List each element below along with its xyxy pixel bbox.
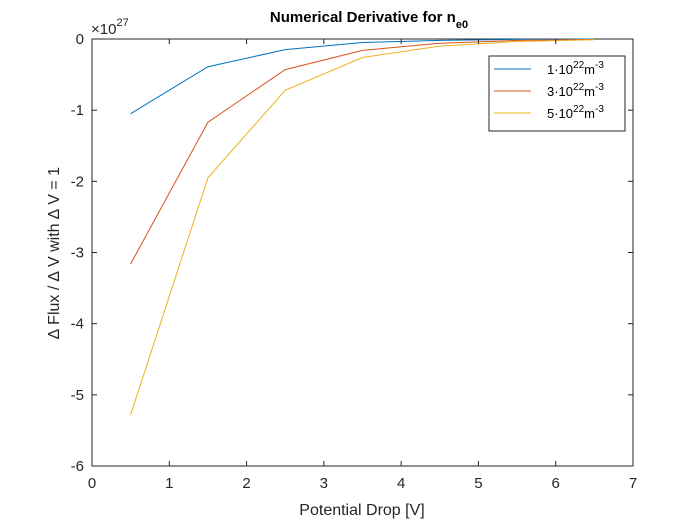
y-tick-label: -3	[71, 245, 84, 262]
x-tick-label: 3	[320, 475, 328, 492]
series-line-3	[130, 39, 595, 415]
x-tick-label: 1	[165, 475, 173, 492]
y-tick-label: -2	[71, 173, 84, 190]
y-tick-label: -1	[71, 102, 84, 119]
series-line-1	[130, 38, 595, 115]
y-axis-label: ∆ Flux / ∆ V with ∆ V = 1	[46, 167, 63, 339]
series-line-2	[130, 38, 595, 265]
x-tick-label: 4	[397, 475, 405, 492]
y-exponent-label: ×1027	[91, 17, 129, 38]
x-tick-label: 6	[552, 475, 560, 492]
chart-title: Numerical Derivative for ne0	[270, 9, 468, 31]
x-tick-label: 0	[88, 475, 96, 492]
legend-label-1: 1·1022m-3	[547, 60, 604, 77]
ticks-layer: 0 1 2 3 4 5 6 7 0 -1 -2 -3 -4 -5 -6	[71, 31, 638, 492]
y-tick-label: -5	[71, 387, 84, 404]
legend-label-3: 5·1022m-3	[547, 104, 604, 121]
x-tick-label: 7	[629, 475, 637, 492]
x-tick-label: 2	[242, 475, 250, 492]
series-layer	[130, 38, 595, 415]
legend: 1·1022m-3 3·1022m-3 5·1022m-3	[488, 55, 626, 132]
y-tick-label: 0	[76, 31, 84, 48]
y-tick-label: -6	[71, 458, 84, 475]
y-tick-label: -4	[71, 316, 84, 333]
x-axis-label: Potential Drop [V]	[299, 502, 424, 519]
legend-label-2: 3·1022m-3	[547, 82, 604, 99]
x-tick-label: 5	[474, 475, 482, 492]
